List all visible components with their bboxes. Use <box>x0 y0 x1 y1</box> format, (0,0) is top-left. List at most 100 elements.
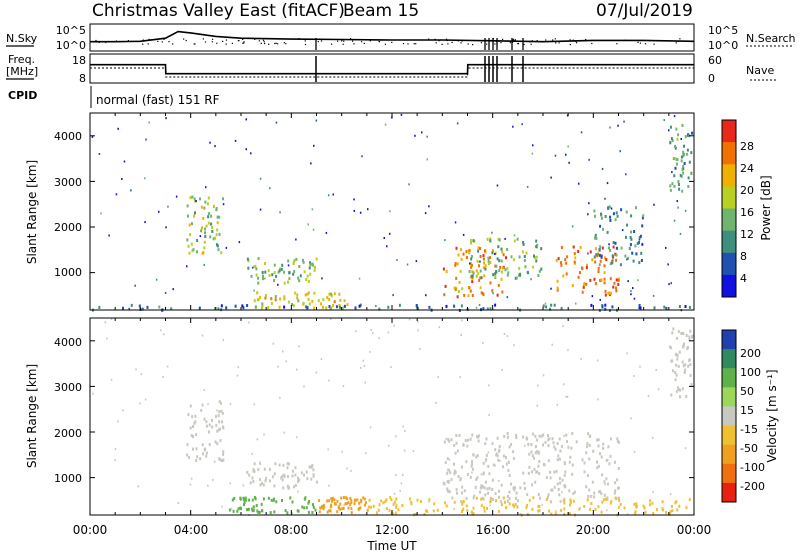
power-mark <box>222 197 224 201</box>
power-mark <box>259 295 262 299</box>
velocity-mark <box>586 442 589 446</box>
velocity-mark <box>328 379 330 382</box>
velocity-mark <box>486 487 489 491</box>
velocity-mark <box>605 458 608 462</box>
velocity-mark <box>263 433 265 436</box>
power-mark <box>521 250 524 254</box>
power-mark <box>573 260 576 264</box>
power-mark <box>342 306 345 310</box>
power-mark <box>627 256 630 260</box>
noise-search-point <box>243 42 245 44</box>
power-mark <box>216 244 219 248</box>
power-mark <box>672 157 675 161</box>
velocity-mark <box>279 396 281 399</box>
power-mark <box>491 251 494 255</box>
power-mark <box>302 301 305 305</box>
power-mark <box>526 185 529 188</box>
velocity-mark <box>236 509 239 513</box>
power-mark <box>688 305 691 309</box>
velocity-mark <box>675 373 678 377</box>
velocity-mark <box>258 510 261 514</box>
power-mark <box>535 255 538 259</box>
noise-search-point <box>242 38 244 40</box>
power-mark <box>677 180 680 183</box>
noise-search-point <box>490 39 493 41</box>
power-mark <box>573 252 576 256</box>
velocity-mark <box>619 503 622 506</box>
power-mark <box>600 216 603 220</box>
velocity-mark <box>426 509 429 513</box>
power-mark <box>328 298 331 302</box>
velocity-mark <box>510 482 513 486</box>
power-mark <box>510 255 513 259</box>
velocity-mark <box>633 375 635 377</box>
velocity-mark <box>448 439 451 443</box>
power-mark <box>358 277 361 280</box>
power-mark <box>512 258 515 262</box>
power-mark <box>687 176 690 180</box>
noise-search-point <box>363 42 365 44</box>
velocity-mark <box>228 508 231 512</box>
velocity-mark <box>395 435 397 438</box>
velocity-mark <box>499 459 501 462</box>
velocity-mark <box>482 471 485 475</box>
power-mark <box>613 281 616 285</box>
velocity-mark <box>471 462 474 466</box>
power-mark <box>313 144 315 147</box>
velocity-mark <box>341 507 344 511</box>
velocity-mark <box>189 483 192 486</box>
power-mark <box>600 212 602 216</box>
velocity-mark <box>216 442 219 446</box>
velocity-mark <box>571 463 574 467</box>
velocity-mark <box>253 403 255 406</box>
power-mark <box>506 248 509 251</box>
velocity-mark <box>497 509 500 513</box>
power-mark <box>494 264 497 268</box>
power-mark <box>492 292 494 295</box>
velocity-mark <box>464 439 467 443</box>
velocity-mark <box>506 499 509 503</box>
velocity-mark <box>568 489 571 493</box>
velocity-mark <box>652 491 654 494</box>
power-mark <box>500 277 503 281</box>
velocity-mark <box>243 503 245 507</box>
power-mark <box>315 257 318 261</box>
velocity-mark <box>568 512 571 516</box>
power-mark <box>479 255 482 258</box>
velocity-mark <box>503 500 506 504</box>
power-mark <box>683 144 685 148</box>
power-mark <box>343 304 346 308</box>
power-mark <box>630 230 633 234</box>
velocity-mark <box>602 498 605 502</box>
velocity-ytick-2000: 2000 <box>54 427 82 440</box>
velocity-cbar-label: Velocity [m s⁻¹] <box>765 369 779 462</box>
noise-search-point <box>675 42 677 44</box>
velocity-mark <box>454 470 457 474</box>
velocity-mark <box>336 499 339 503</box>
velocity-mark <box>419 347 421 350</box>
power-mark <box>145 138 147 141</box>
velocity-mark <box>556 442 559 445</box>
power-mark <box>242 306 245 310</box>
velocity-mark <box>537 464 540 468</box>
velocity-mark <box>207 484 209 487</box>
velocity-mark <box>455 488 458 491</box>
power-mark <box>313 306 316 310</box>
power-mark <box>609 277 612 281</box>
velocity-mark <box>497 458 500 462</box>
power-mark <box>214 307 216 310</box>
velocity-mark <box>586 498 589 502</box>
power-mark <box>426 158 428 161</box>
velocity-mark <box>110 378 113 381</box>
power-mark <box>199 197 201 201</box>
velocity-mark <box>92 392 94 395</box>
velocity-mark <box>190 477 193 480</box>
power-mark <box>578 182 580 185</box>
power-mark <box>562 274 565 278</box>
power-mark <box>214 236 217 240</box>
power-mark <box>598 263 601 267</box>
velocity-mark <box>342 506 345 510</box>
velocity-mark <box>570 500 572 504</box>
power-mark <box>251 266 254 269</box>
velocity-mark <box>528 498 531 502</box>
